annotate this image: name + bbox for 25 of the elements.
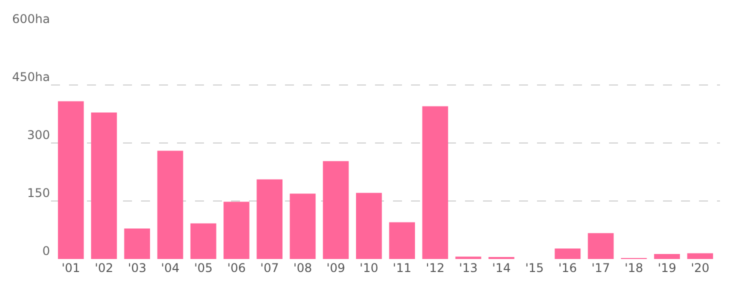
y-tick-label: 150	[27, 186, 50, 200]
x-tick-label: '20	[690, 261, 710, 275]
x-tick-label: '05	[194, 261, 213, 275]
x-tick-label: '13	[459, 261, 478, 275]
x-tick-label: '15	[525, 261, 544, 275]
x-tick-label: '17	[591, 261, 610, 275]
x-tick-label: '14	[492, 261, 511, 275]
x-tick-label: '07	[260, 261, 279, 275]
x-tick-label: '11	[392, 261, 412, 275]
x-tick-label: '04	[160, 261, 180, 275]
x-tick-label: '16	[558, 261, 577, 275]
y-tick-label: 450ha	[12, 70, 50, 84]
y-tick-label: 0	[42, 244, 50, 258]
x-tick-label: '19	[658, 261, 676, 275]
y-tick-label: 300	[27, 128, 50, 142]
x-tick-label: '02	[94, 261, 114, 275]
x-tick-label: '09	[326, 261, 346, 275]
y-tick-label: 600ha	[12, 12, 50, 26]
x-tick-label: '10	[360, 261, 378, 275]
x-tick-label: '08	[293, 261, 312, 275]
x-tick-label: '03	[128, 261, 146, 275]
x-tick-label: '12	[426, 261, 444, 275]
x-tick-label: '01	[62, 261, 80, 275]
x-tick-label: '06	[227, 261, 246, 275]
x-tick-label: '18	[624, 261, 644, 275]
